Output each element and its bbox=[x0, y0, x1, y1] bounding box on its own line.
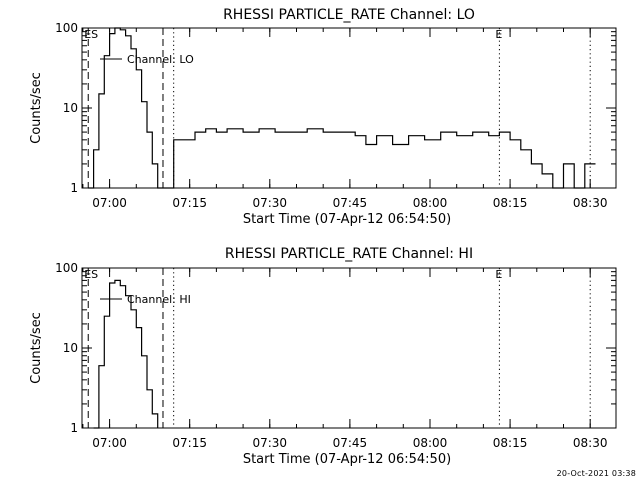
x-tick-label: 07:30 bbox=[252, 196, 287, 210]
x-tick-label: 07:00 bbox=[92, 436, 127, 450]
x-tick-label: 08:30 bbox=[573, 196, 608, 210]
y-tick-label: 10 bbox=[63, 341, 78, 355]
event-marker-label: E bbox=[495, 268, 502, 281]
chart-title: RHESSI PARTICLE_RATE Channel: HI bbox=[225, 246, 473, 262]
y-axis-label: Counts/sec bbox=[29, 312, 44, 384]
x-tick-label: 08:15 bbox=[493, 196, 528, 210]
event-marker-label: E bbox=[495, 28, 502, 41]
x-tick-label: 08:30 bbox=[573, 436, 608, 450]
y-tick-label: 1 bbox=[70, 181, 78, 195]
x-tick-label: 08:00 bbox=[413, 196, 448, 210]
x-tick-label: 07:45 bbox=[333, 196, 368, 210]
event-marker-label: ES bbox=[84, 28, 98, 41]
plot-frame bbox=[82, 268, 616, 428]
chart-title: RHESSI PARTICLE_RATE Channel: LO bbox=[223, 7, 475, 23]
legend-label: Channel: LO bbox=[127, 53, 194, 66]
series-line-0 bbox=[88, 28, 595, 188]
y-tick-label: 1 bbox=[70, 421, 78, 435]
x-axis-label: Start Time (07-Apr-12 06:54:50) bbox=[243, 212, 451, 227]
x-tick-label: 07:15 bbox=[172, 196, 207, 210]
x-tick-label: 07:15 bbox=[172, 436, 207, 450]
x-tick-label: 08:00 bbox=[413, 436, 448, 450]
chart-panel-hi: RHESSI PARTICLE_RATE Channel: HI 1 10 100 07… bbox=[29, 246, 616, 467]
x-tick-label: 07:45 bbox=[333, 436, 368, 450]
y-tick-label: 100 bbox=[55, 261, 78, 275]
y-tick-label: 10 bbox=[63, 101, 78, 115]
legend-label: Channel: HI bbox=[127, 293, 191, 306]
timestamp: 20-Oct-2021 03:38 bbox=[557, 469, 636, 478]
x-axis-label: Start Time (07-Apr-12 06:54:50) bbox=[243, 452, 451, 467]
y-tick-label: 100 bbox=[55, 21, 78, 35]
chart-panel-lo: RHESSI PARTICLE_RATE Channel: LO 1 10 100 07… bbox=[29, 7, 616, 227]
event-marker-label: ES bbox=[84, 268, 98, 281]
x-tick-label: 07:00 bbox=[92, 196, 127, 210]
x-tick-label: 08:15 bbox=[493, 436, 528, 450]
y-axis-label: Counts/sec bbox=[29, 72, 44, 144]
x-tick-label: 07:30 bbox=[252, 436, 287, 450]
